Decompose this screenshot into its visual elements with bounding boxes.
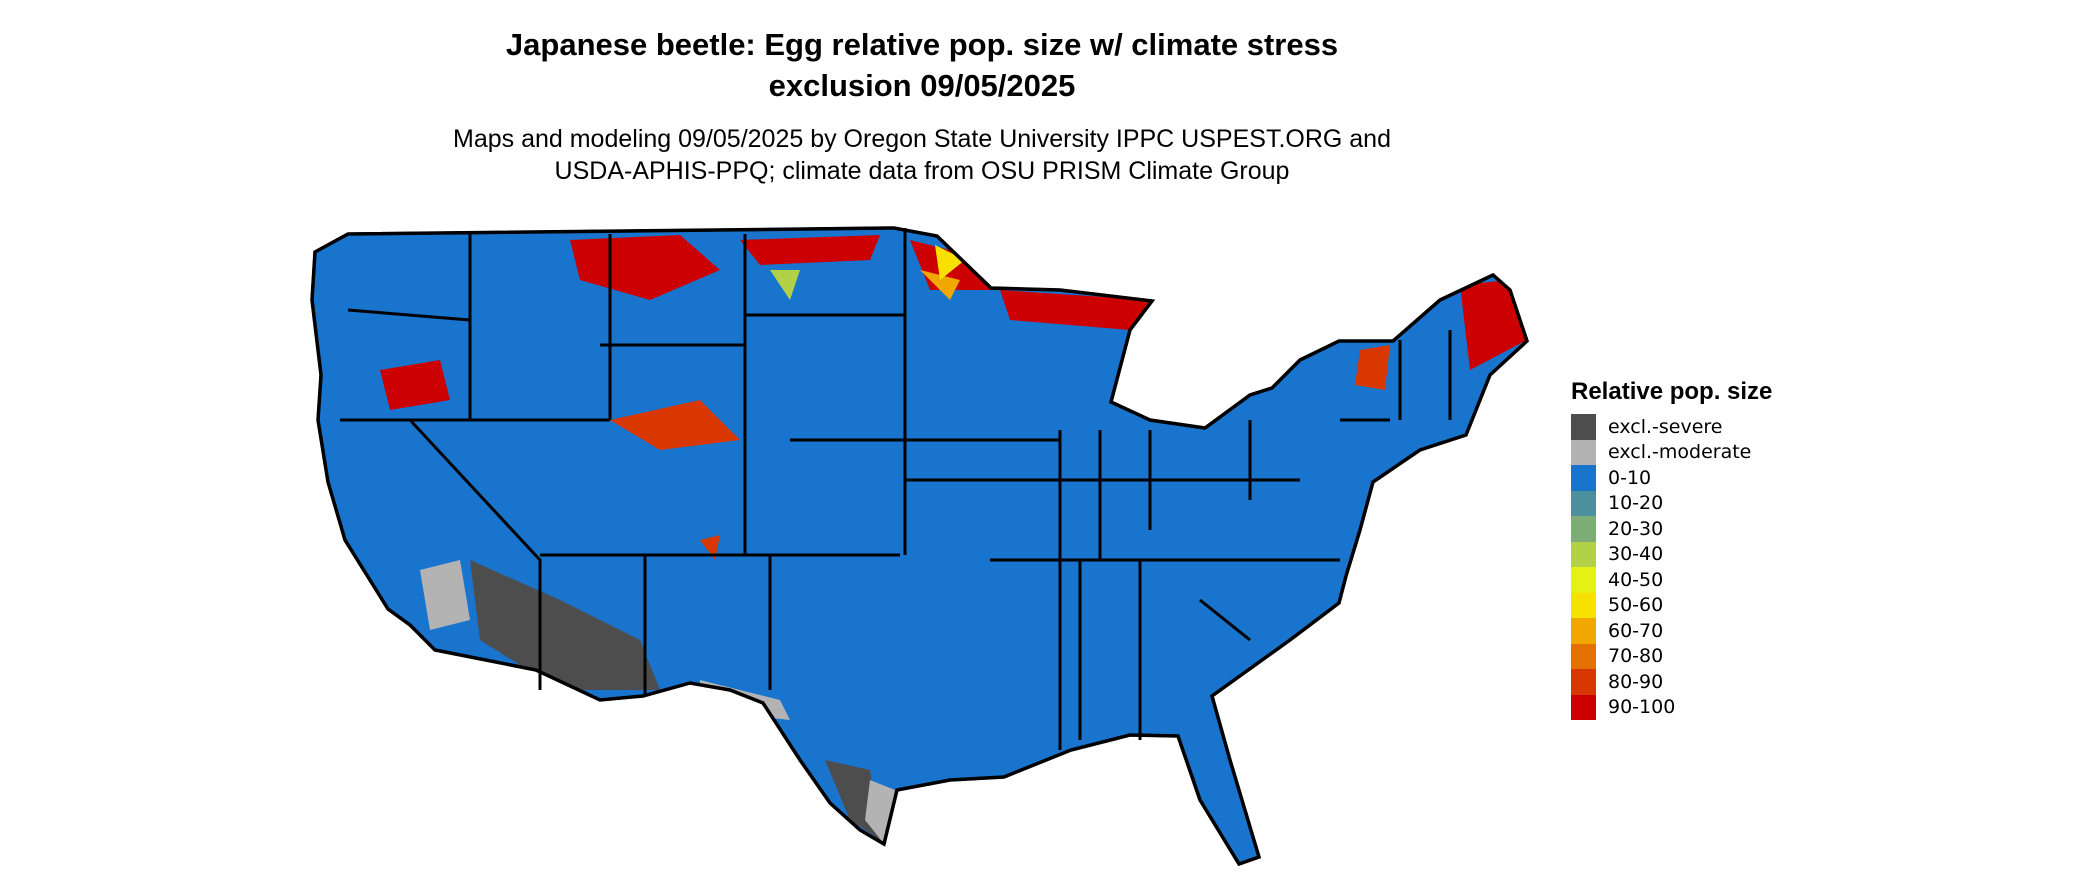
legend-item: 30-40 <box>1571 541 1772 567</box>
legend-label: 90-100 <box>1608 696 1676 719</box>
risk-patch <box>935 245 965 280</box>
legend-item: 20-30 <box>1571 516 1772 542</box>
risk-patch <box>1460 280 1527 370</box>
legend-label: 40-50 <box>1608 568 1664 591</box>
legend-swatch <box>1571 541 1596 567</box>
legend-label: 70-80 <box>1608 645 1664 668</box>
legend-swatch <box>1571 592 1596 618</box>
risk-patch <box>420 560 470 630</box>
legend-swatch <box>1571 490 1596 516</box>
us-landmass <box>310 226 1529 866</box>
state-border <box>408 418 542 690</box>
risk-patch <box>610 400 740 450</box>
legend-title: Relative pop. size <box>1571 378 1773 405</box>
legend-swatch <box>1571 516 1596 542</box>
legend-item: 90-100 <box>1571 694 1772 720</box>
legend-label: 50-60 <box>1608 594 1664 617</box>
state-border <box>1199 598 1251 642</box>
legend-label: excl.-moderate <box>1608 441 1752 464</box>
legend-swatch <box>1571 439 1596 465</box>
legend-item: 50-60 <box>1571 592 1772 618</box>
risk-patch <box>1355 345 1390 390</box>
legend-label: 20-30 <box>1608 517 1664 540</box>
legend-label: excl.-severe <box>1608 415 1723 438</box>
legend-item: 60-70 <box>1571 618 1772 644</box>
risk-patch <box>920 270 960 300</box>
legend: Relative pop. size excl.-severe excl.-mod… <box>1571 378 1772 720</box>
legend-swatch <box>1571 669 1596 695</box>
legend-item: excl.-moderate <box>1571 439 1772 465</box>
risk-patch <box>570 235 720 300</box>
risk-patch <box>770 270 800 300</box>
legend-item: 10-20 <box>1571 490 1772 516</box>
subtitle-line1: Maps and modeling 09/05/2025 by Oregon S… <box>453 125 1391 153</box>
legend-swatch <box>1571 465 1596 491</box>
legend-swatch <box>1571 414 1596 440</box>
national-border <box>310 226 1530 867</box>
legend-item: 40-50 <box>1571 567 1772 593</box>
legend-label: 10-20 <box>1608 492 1664 515</box>
map-title-line1: Japanese beetle: Egg relative pop. size … <box>505 27 1339 62</box>
subtitle-line2: USDA-APHIS-PPQ; climate data from OSU PR… <box>554 157 1290 185</box>
legend-swatch <box>1571 694 1596 720</box>
legend-label: 80-90 <box>1608 670 1664 693</box>
map-title-line2: exclusion 09/05/2025 <box>768 68 1076 103</box>
risk-patches <box>380 235 1527 845</box>
legend-label: 60-70 <box>1608 619 1664 642</box>
legend-swatch <box>1571 567 1596 593</box>
risk-patch <box>470 560 660 690</box>
legend-item: 70-80 <box>1571 643 1772 669</box>
legend-label: 0-10 <box>1608 466 1652 489</box>
risk-patch <box>740 235 880 265</box>
state-border <box>347 308 471 322</box>
legend-item: excl.-severe <box>1571 414 1772 440</box>
state-borders <box>340 228 1452 750</box>
risk-patch <box>380 360 450 410</box>
legend-swatch <box>1571 618 1596 644</box>
risk-patch <box>1000 290 1150 330</box>
legend-item: 80-90 <box>1571 669 1772 695</box>
legend-swatch <box>1571 643 1596 669</box>
legend-label: 30-40 <box>1608 543 1664 566</box>
legend-item: 0-10 <box>1571 465 1772 491</box>
